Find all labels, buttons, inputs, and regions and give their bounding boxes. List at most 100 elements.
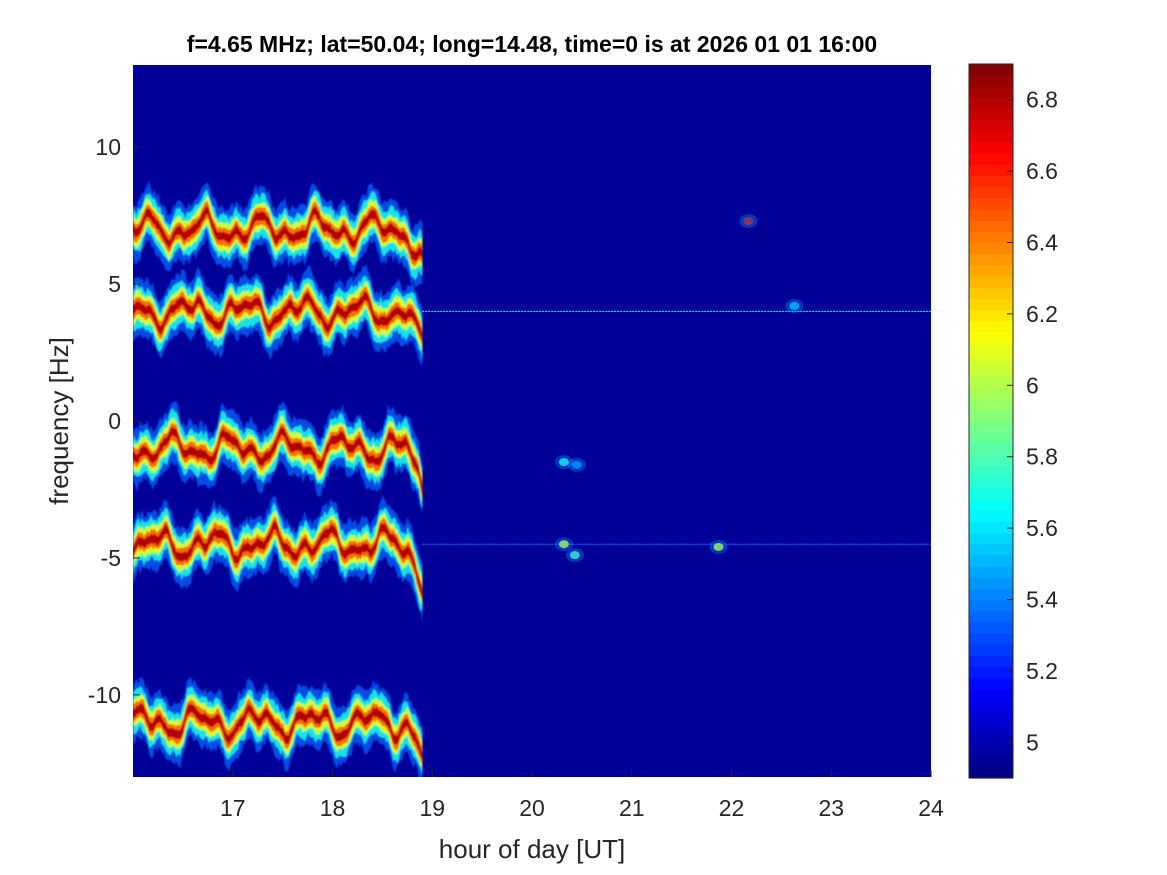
doppler-trace	[133, 180, 423, 287]
colorbar-stripe	[969, 86, 1013, 99]
colorbar-stripe	[969, 164, 1013, 177]
colorbar-stripe	[969, 186, 1013, 199]
colorbar-stripe	[969, 711, 1013, 723]
colorbar-stripe	[969, 130, 1013, 143]
colorbar-stripe	[969, 365, 1013, 377]
x-tick-label: 23	[818, 795, 844, 821]
colorbar-stripe	[969, 588, 1013, 601]
colorbar-stripe	[969, 499, 1013, 511]
signal-spot	[558, 540, 569, 549]
x-tick-label: 20	[519, 795, 545, 821]
trace-band	[133, 422, 423, 499]
signal-spot-halo	[567, 457, 586, 472]
trace-band	[133, 415, 423, 503]
trace-band	[133, 200, 423, 267]
colorbar-stripe	[969, 744, 1013, 757]
x-tick-label: 17	[220, 795, 246, 821]
colorbar-stripe	[969, 354, 1013, 366]
colorbar-stripe	[969, 153, 1013, 166]
colorbar-stripe	[969, 175, 1013, 188]
colorbar-stripe	[969, 688, 1013, 701]
doppler-trace	[133, 495, 423, 624]
trace-band	[133, 291, 423, 342]
doppler-trace	[133, 676, 423, 777]
y-tick-label: 0	[108, 408, 121, 434]
colorbar-stripe	[969, 376, 1013, 389]
signal-spot	[713, 542, 724, 551]
colorbar-stripe	[969, 487, 1013, 500]
doppler-traces	[133, 180, 423, 777]
colorbar-stripe	[969, 398, 1013, 411]
x-tick-label: 24	[918, 795, 944, 821]
signal-spot	[569, 551, 580, 560]
signal-spot-halo	[554, 537, 573, 552]
colorbar-stripe	[969, 610, 1013, 623]
colorbar-tick-label: 6.6	[1026, 158, 1058, 184]
colorbar-stripe	[969, 97, 1013, 110]
colorbar-stripe	[969, 220, 1013, 232]
colorbar-stripe	[969, 242, 1013, 255]
colorbar-stripe	[969, 577, 1013, 589]
colorbar-stripe	[969, 253, 1013, 266]
colorbar-stripe	[969, 287, 1013, 299]
colorbar-stripe	[969, 599, 1013, 612]
colorbar-tick-label: 6.8	[1026, 87, 1058, 113]
y-tick-label: -5	[101, 545, 121, 571]
colorbar-stripe	[969, 644, 1013, 656]
colorbar-stripe	[969, 119, 1013, 132]
colorbar-stripe	[969, 432, 1013, 444]
colorbar-stripe	[969, 75, 1013, 87]
colorbar-stripe	[969, 298, 1013, 311]
colorbar-stripe	[969, 510, 1013, 523]
colorbar-stripe	[969, 108, 1013, 121]
colorbar-tick-label: 5.4	[1026, 587, 1058, 613]
colorbar-tick-label: 6	[1026, 372, 1039, 398]
colorbar-stripe	[969, 543, 1013, 556]
chart-title: f=4.65 MHz; lat=50.04; long=14.48, time=…	[187, 31, 877, 57]
colorbar: 5 5.2 5.4 5.6 5.8 6 6.2 6.4 6.6 6.8	[968, 63, 1058, 779]
signal-spot	[571, 460, 582, 469]
y-tick-label: 10	[95, 134, 121, 160]
trace-band	[133, 702, 423, 761]
colorbar-stripe	[969, 722, 1013, 734]
colorbar-stripe	[969, 331, 1013, 344]
colorbar-stripe	[969, 677, 1013, 690]
colorbar-stripe	[969, 733, 1013, 746]
colorbar-stripe	[969, 64, 1013, 76]
x-axis-ticks: 17 18 19 20 21 22 23 24	[220, 770, 944, 821]
colorbar-stripe	[969, 387, 1013, 400]
signal-spot	[743, 217, 754, 226]
colorbar-tick-label: 5	[1026, 729, 1039, 755]
signal-spot-halo	[785, 298, 804, 313]
colorbar-stripe	[969, 443, 1013, 456]
signal-spot-halo	[565, 548, 584, 563]
colorbar-stripe	[969, 566, 1013, 578]
colorbar-tick-label: 5.6	[1026, 515, 1058, 541]
colorbar-stripe	[969, 532, 1013, 545]
colorbar-stripe	[969, 699, 1013, 712]
y-tick-label: -10	[88, 682, 121, 708]
colorbar-stripe	[969, 621, 1013, 634]
colorbar-tick-label: 6.4	[1026, 230, 1058, 256]
colorbar-stripe	[969, 454, 1013, 467]
colorbar-stripe	[969, 666, 1013, 679]
colorbar-ticks: 5 5.2 5.4 5.6 5.8 6 6.2 6.4 6.6 6.8	[1007, 87, 1058, 755]
x-axis-label: hour of day [UT]	[439, 834, 625, 864]
constant-frequency-lines	[422, 310, 931, 545]
colorbar-stripe	[969, 632, 1013, 645]
colorbar-tick-label: 5.8	[1026, 444, 1058, 470]
signal-spot-halo	[739, 214, 758, 229]
colorbar-gradient	[969, 64, 1013, 779]
colorbar-stripe	[969, 342, 1013, 355]
x-tick-label: 21	[619, 795, 645, 821]
colorbar-stripe	[969, 465, 1013, 478]
colorbar-stripe	[969, 476, 1013, 489]
plot-area	[133, 65, 931, 777]
colorbar-stripe	[969, 554, 1013, 567]
colorbar-stripe	[969, 421, 1013, 433]
y-axis-label: frequency [Hz]	[44, 337, 74, 505]
colorbar-stripe	[969, 231, 1013, 244]
colorbar-stripe	[969, 209, 1013, 221]
trace-band	[133, 502, 423, 611]
colorbar-stripe	[969, 275, 1013, 288]
